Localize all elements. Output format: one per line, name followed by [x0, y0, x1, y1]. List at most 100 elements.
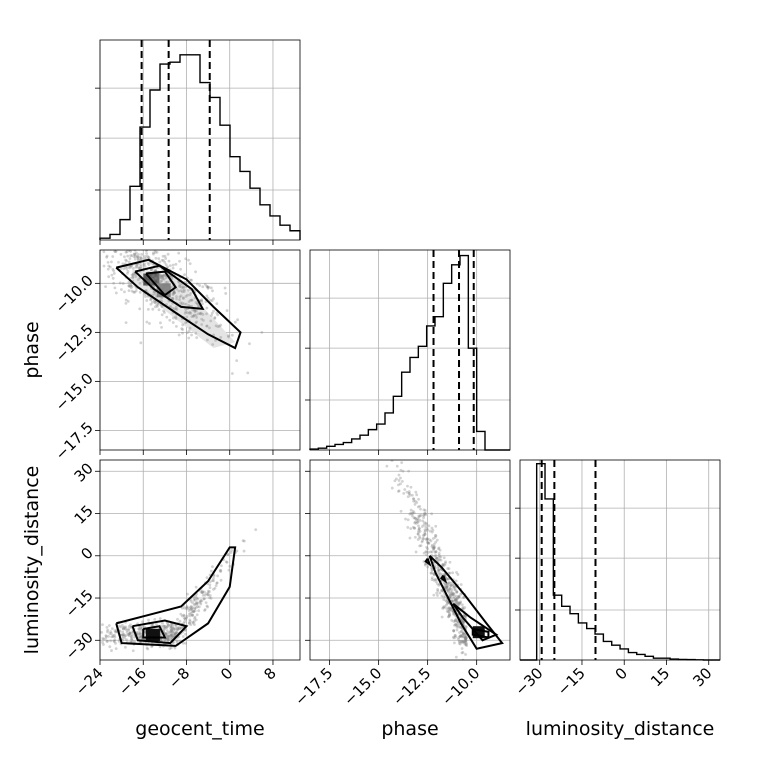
scatter-phase-distance-point	[444, 583, 448, 587]
scatter-phase-distance-point	[433, 546, 436, 550]
scatter-time-phase-point	[126, 254, 130, 258]
scatter-time-distance-point	[121, 627, 125, 631]
scatter-time-phase-point	[194, 270, 197, 274]
scatter-phase-distance-point	[450, 594, 454, 597]
scatter-phase-distance-point	[464, 639, 468, 642]
scatter-phase-distance-point	[416, 520, 420, 524]
scatter-time-phase-point	[178, 259, 181, 263]
scatter-phase-distance-point	[463, 614, 467, 618]
scatter-time-phase-point	[190, 333, 193, 337]
scatter-time-distance-point	[125, 629, 129, 632]
scatter-phase-distance-point	[422, 508, 426, 512]
scatter-phase-distance-point	[399, 468, 403, 472]
scatter-time-distance-point	[179, 612, 183, 616]
scatter-phase-distance-point	[453, 634, 457, 637]
scatter-phase-distance-point	[430, 545, 434, 549]
scatter-time-phase-point	[145, 299, 149, 302]
scatter-phase-distance-point	[453, 587, 457, 591]
scatter-time-distance-point	[102, 643, 105, 646]
scatter-time-distance-point	[191, 613, 195, 617]
scatter-time-phase-point	[169, 305, 173, 308]
scatter-time-phase-point	[205, 306, 209, 310]
scatter-phase-distance-point	[421, 539, 424, 543]
scatter-phase-distance-point	[424, 512, 427, 515]
scatter-time-phase-point	[162, 273, 166, 277]
scatter-phase-distance-point	[453, 619, 457, 623]
scatter-time-phase-point	[230, 333, 234, 337]
scatter-time-phase-point	[138, 243, 141, 246]
scatter-time-phase-point	[172, 290, 176, 293]
scatter-time-distance-point	[172, 626, 175, 630]
scatter-time-distance-point	[179, 626, 183, 630]
scatter-time-distance-point	[195, 603, 199, 606]
scatter-time-phase-point	[187, 336, 191, 340]
scatter-time-phase-point	[124, 301, 128, 305]
scatter-phase-distance-point	[447, 577, 450, 581]
scatter-time-phase-point	[183, 273, 187, 277]
scatter-time-phase-point	[134, 289, 138, 293]
scatter-time-phase-point	[152, 251, 155, 255]
x-axis-label-phase: phase	[381, 718, 438, 740]
scatter-time-phase-point	[120, 235, 123, 238]
scatter-time-distance-point	[155, 622, 158, 626]
scatter-time-distance-point	[169, 627, 173, 630]
scatter-time-phase-point	[184, 295, 188, 298]
scatter-time-phase-point	[180, 303, 183, 307]
scatter-time-distance-point	[183, 620, 187, 623]
scatter-time-distance-point	[185, 616, 189, 620]
scatter-time-distance-point	[114, 630, 118, 634]
scatter-phase-distance-contour	[424, 558, 432, 567]
scatter-phase-distance-point	[399, 476, 402, 480]
scatter-time-distance-point	[175, 630, 178, 634]
scatter-phase-distance-point	[445, 585, 449, 589]
scatter-phase-distance-point	[463, 635, 467, 638]
scatter-time-distance-point	[197, 605, 201, 609]
scatter-time-distance-point	[95, 627, 98, 630]
scatter-time-phase-point	[133, 235, 136, 238]
scatter-time-phase-point	[171, 321, 175, 324]
scatter-time-phase-point	[138, 307, 142, 311]
x-axis-label-geocent-time: geocent_time	[135, 718, 264, 740]
scatter-time-phase-point	[146, 254, 149, 258]
scatter-time-distance-point	[170, 631, 174, 634]
scatter-phase-distance-xtick-label: −17.5	[291, 664, 336, 709]
scatter-time-phase-point	[125, 259, 129, 263]
scatter-time-distance-point	[125, 638, 128, 642]
x-axis-label-luminosity-distance: luminosity_distance	[526, 718, 715, 740]
scatter-time-phase-point	[149, 302, 153, 306]
scatter-time-phase-point	[137, 235, 140, 238]
scatter-time-distance-point	[114, 641, 117, 645]
scatter-time-distance-point	[176, 628, 180, 632]
scatter-phase-distance-point	[424, 513, 428, 517]
scatter-time-distance-point	[107, 634, 110, 638]
scatter-time-distance-point	[171, 634, 175, 638]
scatter-time-phase-point	[168, 264, 172, 268]
scatter-phase-distance-point	[449, 584, 452, 587]
scatter-time-phase-point	[137, 266, 140, 269]
scatter-time-phase-contour	[145, 270, 178, 297]
scatter-phase-distance-point	[416, 532, 420, 536]
scatter-time-distance-point	[123, 626, 127, 630]
scatter-time-phase-point	[92, 242, 95, 245]
scatter-time-distance-point	[208, 586, 212, 590]
scatter-time-phase-point	[212, 309, 215, 313]
scatter-time-phase-point	[181, 323, 185, 327]
scatter-time-phase-point	[107, 231, 110, 234]
scatter-time-distance-point	[171, 630, 174, 634]
scatter-time-distance-point	[169, 626, 173, 629]
scatter-time-phase-point	[233, 320, 237, 324]
scatter-time-distance-point	[166, 622, 169, 625]
scatter-time-phase-point	[205, 312, 208, 316]
scatter-time-distance-point	[199, 599, 203, 602]
scatter-time-distance-point	[168, 647, 172, 650]
scatter-time-phase-point	[91, 240, 94, 243]
scatter-time-distance-point	[114, 630, 117, 634]
scatter-time-phase-point	[111, 267, 115, 271]
scatter-time-phase-point	[205, 324, 209, 328]
scatter-phase-distance-point	[426, 537, 430, 541]
scatter-time-distance-point	[241, 539, 245, 543]
scatter-phase-distance-point	[414, 550, 418, 554]
scatter-phase-distance-point	[409, 511, 413, 515]
scatter-phase-distance-point	[447, 609, 451, 613]
scatter-time-phase-point	[177, 289, 181, 293]
